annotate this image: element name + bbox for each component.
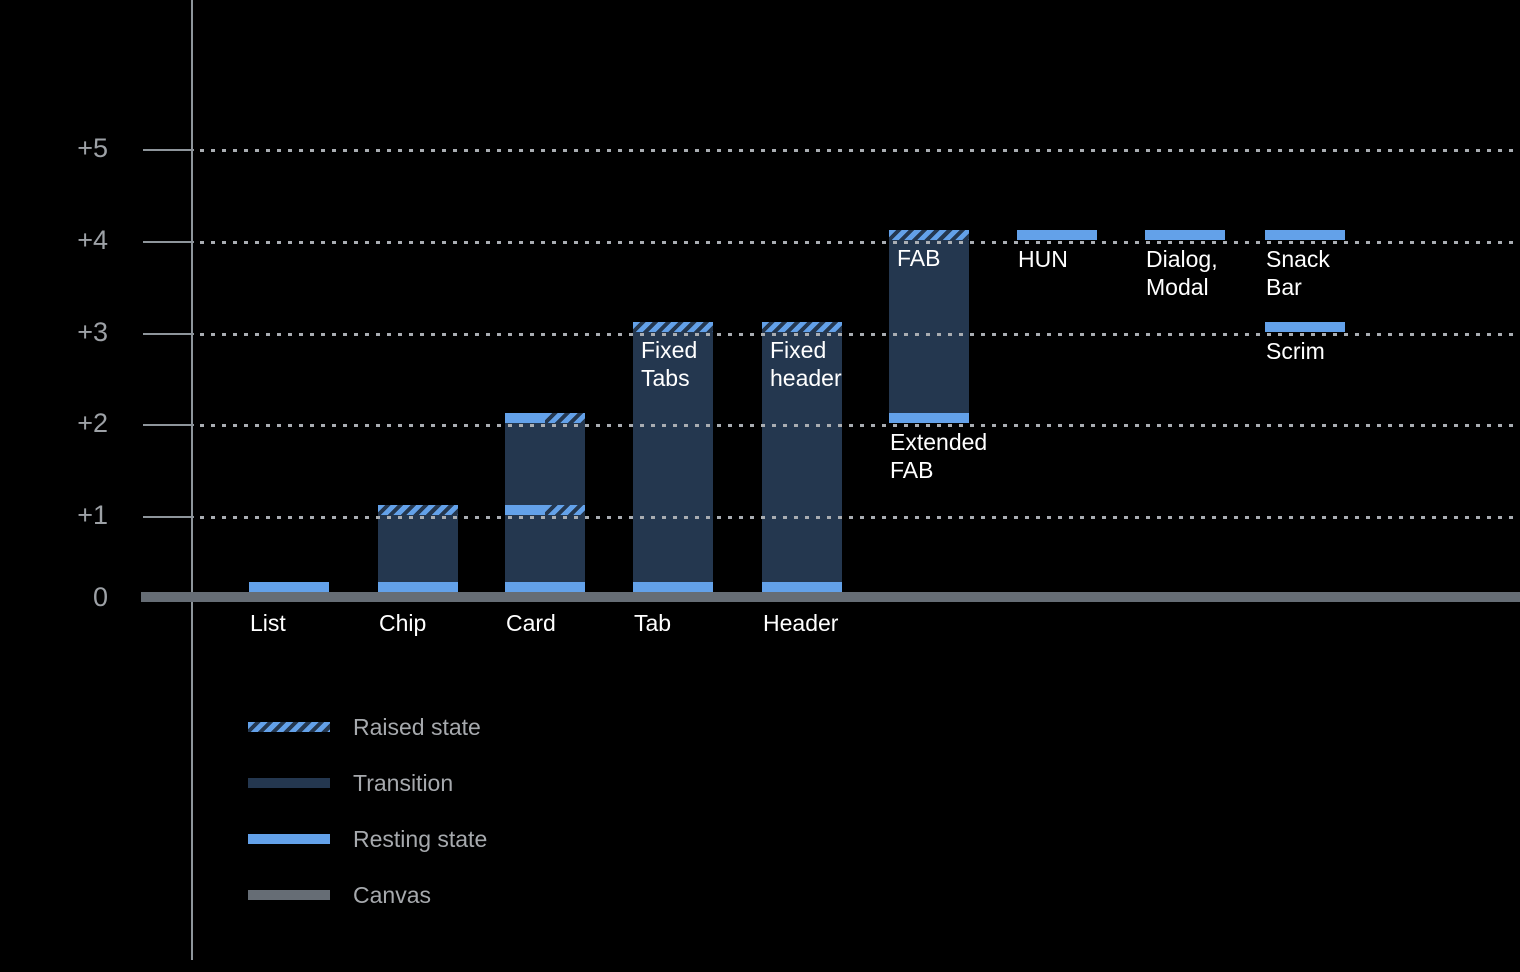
legend-label-resting: Resting state [353, 826, 488, 852]
y-axis-tick [143, 424, 194, 426]
scrim-resting-band [1265, 322, 1345, 332]
y-tick-label: +1 [77, 500, 108, 530]
gridline [200, 149, 1520, 152]
gridline [200, 516, 1520, 519]
y-tick-label: +2 [77, 408, 108, 438]
y-tick-label: +4 [77, 225, 108, 255]
fab-label: FAB [897, 245, 941, 271]
hun-label: HUN [1018, 246, 1068, 272]
card-resting-band [505, 582, 585, 592]
tab-label: Fixed Tabs [641, 337, 698, 391]
dialog-modal-resting-band [1145, 230, 1225, 240]
header-label: Fixed header [770, 337, 842, 391]
tab-axis-label: Tab [634, 610, 672, 636]
legend-label-transition: Transition [353, 770, 454, 796]
dialog-modal-label: Dialog, Modal [1146, 246, 1218, 300]
resting-state-swatch [248, 834, 330, 844]
snack-bar-label: Snack Bar [1266, 246, 1330, 300]
fab-resting-band [889, 413, 969, 423]
list-resting-band [249, 582, 329, 592]
card-raised-band [545, 413, 585, 423]
y-axis-tick [143, 333, 194, 335]
fab-label: Extended FAB [890, 429, 988, 483]
snack-bar-resting-band [1265, 230, 1345, 240]
legend-label-raised: Raised state [353, 714, 481, 740]
y-axis-tick [143, 516, 194, 518]
tab-raised-band [633, 322, 713, 332]
scrim-label: Scrim [1266, 338, 1325, 364]
transition-state-swatch [248, 778, 330, 788]
header-axis-label: Header [763, 610, 839, 636]
list-axis-label: List [250, 610, 286, 636]
gridline [200, 333, 1520, 336]
header-bar-transition [762, 322, 842, 592]
canvas-line [141, 592, 1520, 602]
card-resting-band [505, 505, 545, 515]
y-tick-label: 0 [92, 582, 108, 612]
fab-bar-transition [889, 230, 969, 423]
tab-resting-band [633, 582, 713, 592]
hun-resting-band [1017, 230, 1097, 240]
tab-bar-transition [633, 322, 713, 592]
chip-raised-band [378, 505, 458, 515]
card-raised-band [545, 505, 585, 515]
legend-label-canvas: Canvas [353, 882, 431, 908]
header-resting-band [762, 582, 842, 592]
gridline [200, 424, 1520, 427]
y-axis-line [191, 0, 193, 960]
y-axis-tick [143, 241, 194, 243]
card-resting-band [505, 413, 545, 423]
y-tick-label: +3 [77, 317, 108, 347]
gridline [200, 241, 1520, 244]
y-axis-tick [143, 149, 194, 151]
chip-resting-band [378, 582, 458, 592]
y-tick-label: +5 [77, 133, 108, 163]
chip-bar-transition [378, 505, 458, 592]
canvas-state-swatch [248, 890, 330, 900]
card-bar-transition [505, 413, 585, 592]
raised-state-swatch [248, 722, 330, 732]
chip-axis-label: Chip [379, 610, 427, 636]
card-axis-label: Card [506, 610, 556, 636]
header-raised-band [762, 322, 842, 332]
fab-raised-band [889, 230, 969, 240]
